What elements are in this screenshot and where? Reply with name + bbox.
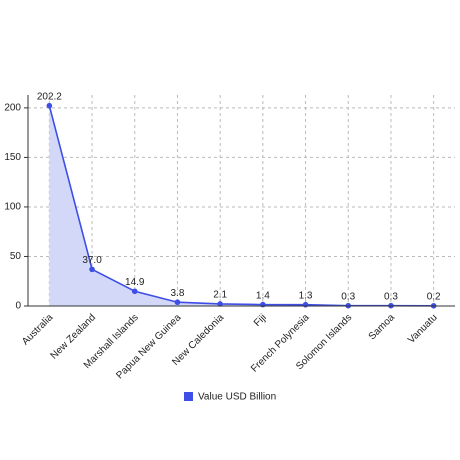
legend-label: Value USD Billion <box>198 392 276 403</box>
value-label: 0.3 <box>384 291 398 302</box>
y-tick-label: 50 <box>10 251 22 262</box>
point <box>131 288 138 295</box>
point <box>217 301 223 307</box>
value-label: 37.0 <box>82 255 102 266</box>
value-label: 1.4 <box>256 290 270 301</box>
x-tick-label: Samoa <box>367 312 397 342</box>
point <box>174 299 181 306</box>
point <box>260 301 266 308</box>
line <box>48 105 434 307</box>
x-tick-label: Vanuatu <box>406 312 440 346</box>
y-tick-label: 0 <box>15 301 21 312</box>
x-tick-label: Australia <box>20 312 56 348</box>
value-label: 202.2 <box>37 91 62 102</box>
value-label: 0.3 <box>341 291 355 302</box>
area <box>49 105 434 306</box>
legend-swatch <box>184 392 193 401</box>
value-label: 0.2 <box>427 291 441 302</box>
y-tick-label: 200 <box>4 103 21 114</box>
value-label: 3.8 <box>170 288 184 299</box>
value-label: 1.3 <box>299 290 313 301</box>
x-tick-label: Fiji <box>252 312 269 329</box>
y-tick-label: 100 <box>4 202 21 213</box>
value-label: 2.1 <box>213 290 227 301</box>
point <box>46 102 53 109</box>
point <box>89 266 95 273</box>
value-label: 14.9 <box>125 277 145 288</box>
point <box>302 301 309 308</box>
y-tick-label: 150 <box>4 152 21 163</box>
